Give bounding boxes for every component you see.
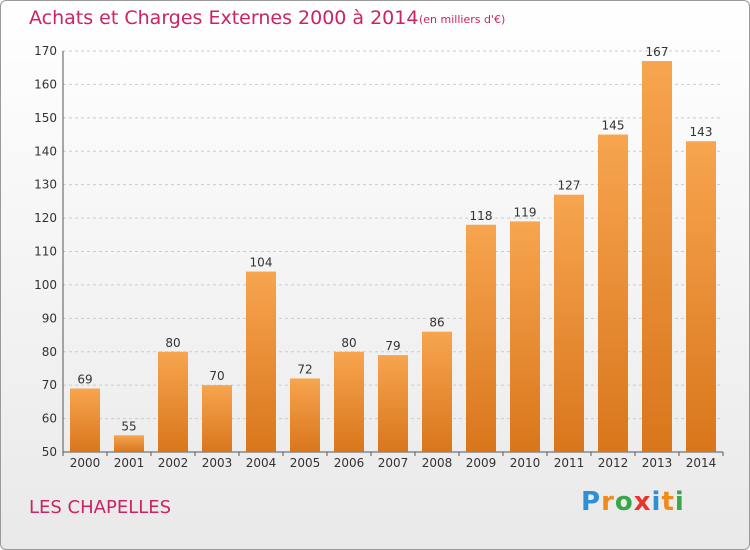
y-tick-label: 50 (42, 445, 57, 459)
data-label: 79 (385, 339, 400, 353)
y-tick-label: 160 (34, 77, 57, 91)
y-tick-label: 100 (34, 278, 57, 292)
x-tick-label: 2008 (422, 456, 453, 470)
bar (598, 134, 628, 452)
logo-letter: t (661, 487, 675, 517)
x-tick-label: 2013 (642, 456, 673, 470)
y-tick-label: 120 (34, 211, 57, 225)
bar (334, 351, 364, 452)
data-label: 104 (250, 256, 273, 270)
x-tick-label: 2012 (598, 456, 629, 470)
data-label: 119 (514, 205, 537, 219)
x-tick-label: 2009 (466, 456, 497, 470)
data-label: 118 (470, 209, 493, 223)
logo-letter: i (674, 487, 685, 517)
bar (422, 331, 452, 452)
data-label: 80 (341, 336, 356, 350)
x-tick-label: 2005 (290, 456, 321, 470)
place-name: LES CHAPELLES (29, 497, 172, 518)
x-tick-label: 2001 (114, 456, 145, 470)
bar (290, 378, 320, 452)
proxiti-logo[interactable]: Proxiti (581, 487, 685, 517)
x-tick-label: 2011 (554, 456, 585, 470)
logo-letter: i (651, 487, 662, 517)
logo-letter: P (581, 487, 602, 517)
bar (158, 351, 188, 452)
chart-subtitle: (en milliers d'€) (419, 13, 506, 26)
y-tick-label: 60 (42, 412, 57, 426)
bar (686, 141, 716, 452)
data-label: 55 (121, 419, 136, 433)
x-tick-label: 2002 (158, 456, 189, 470)
y-tick-label: 130 (34, 178, 57, 192)
bar (202, 385, 232, 452)
data-label: 86 (429, 316, 444, 330)
bar (554, 194, 584, 453)
y-tick-label: 80 (42, 345, 57, 359)
bar (378, 355, 408, 452)
x-tick-label: 2000 (70, 456, 101, 470)
axes: 50 60 70 80 90 100 110 120 130 140 150 160 170 2000 20… (34, 44, 724, 470)
bar (466, 224, 496, 452)
x-tick-label: 2004 (246, 456, 277, 470)
x-tick-label: 2014 (686, 456, 717, 470)
bars (70, 61, 716, 453)
bar (114, 435, 144, 452)
x-tick-label: 2006 (334, 456, 365, 470)
x-tick-label: 2003 (202, 456, 233, 470)
bar (70, 388, 100, 452)
bar (642, 61, 672, 453)
logo-letter: o (614, 487, 634, 517)
y-tick-label: 150 (34, 111, 57, 125)
data-label: 143 (690, 125, 713, 139)
data-label: 69 (77, 373, 92, 387)
logo-letter: x (633, 487, 652, 517)
x-tick-label: 2010 (510, 456, 541, 470)
data-label: 167 (646, 45, 669, 59)
y-tick-label: 140 (34, 144, 57, 158)
logo-letter: r (601, 487, 615, 517)
data-label: 80 (165, 336, 180, 350)
y-tick-label: 170 (34, 44, 57, 58)
y-tick-label: 110 (34, 245, 57, 259)
data-label: 127 (558, 179, 581, 193)
bar (510, 221, 540, 452)
y-tick-label: 90 (42, 311, 57, 325)
data-label: 145 (602, 119, 625, 133)
y-tick-label: 70 (42, 378, 57, 392)
data-label: 70 (209, 369, 224, 383)
data-label: 72 (297, 362, 312, 376)
data-labels: 69 55 80 70 104 72 80 79 86 118 119 127 145 167 143 (77, 45, 712, 433)
x-tick-label: 2007 (378, 456, 409, 470)
chart-title: Achats et Charges Externes 2000 à 2014 (29, 7, 419, 29)
bar (246, 271, 276, 452)
